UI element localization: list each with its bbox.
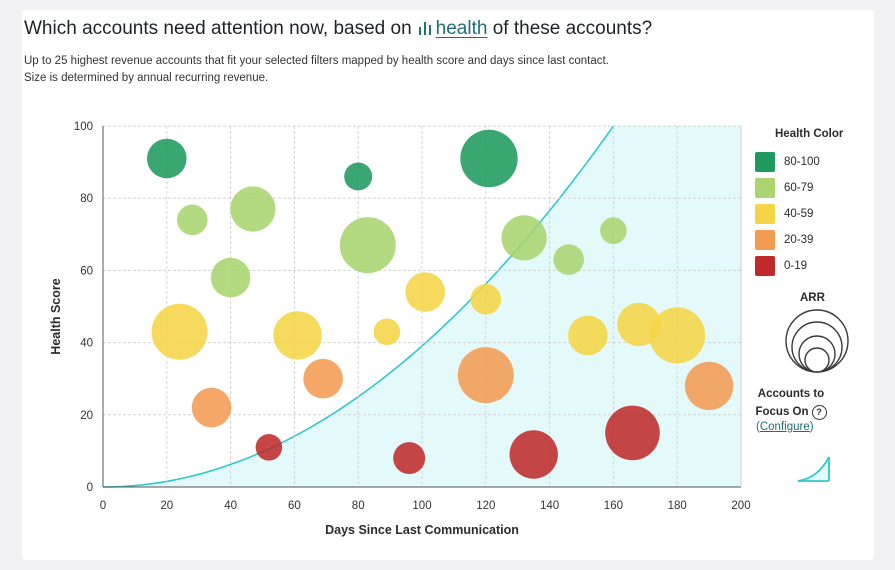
x-axis-title: Days Since Last Communication <box>325 523 519 537</box>
x-tick-label: 180 <box>668 500 687 512</box>
bubble-point <box>684 361 734 411</box>
bubble-point <box>457 347 514 404</box>
title-prefix: Which accounts need attention now, based… <box>24 18 412 39</box>
bubble-point <box>147 138 187 179</box>
legend-label: 20-39 <box>784 234 814 246</box>
legend-item: 20-39 <box>755 230 813 250</box>
y-tick-label: 80 <box>80 193 93 205</box>
bubble-point <box>339 217 396 274</box>
focus-title-line-1: Accounts to <box>757 388 825 400</box>
legend-swatch <box>755 204 775 224</box>
legend-item: 80-100 <box>755 152 820 172</box>
bubble-point <box>605 405 660 461</box>
bubble-point <box>151 303 208 360</box>
configure-control: (Configure) <box>756 421 814 433</box>
bubble-point <box>303 358 343 399</box>
legend-color-title: Health Color <box>775 128 844 140</box>
bubble-point <box>191 387 232 428</box>
y-tick-label: 100 <box>74 121 93 133</box>
y-tick-label: 20 <box>80 410 93 422</box>
x-tick-label: 20 <box>160 500 173 512</box>
bar-chart-icon <box>418 20 432 42</box>
bubble-point <box>255 434 283 461</box>
bubble-point <box>600 217 627 244</box>
x-tick-label: 0 <box>100 500 106 512</box>
health-metric-link[interactable]: health <box>435 18 488 39</box>
help-icon[interactable]: ? <box>811 404 827 420</box>
focus-title: Accounts to Focus On? <box>748 385 834 421</box>
bubble-point <box>568 315 608 356</box>
legend-label: 80-100 <box>784 156 820 168</box>
x-tick-label: 160 <box>604 500 623 512</box>
x-tick-label: 140 <box>540 500 559 512</box>
subtitle-line-2: Size is determined by annual recurring r… <box>24 72 269 84</box>
legend-item: 0-19 <box>755 256 807 276</box>
arr-size-circle <box>804 347 830 373</box>
bubble-point <box>405 272 446 312</box>
bubble-point <box>230 186 276 232</box>
chart-subtitle: Up to 25 highest revenue accounts that f… <box>24 53 784 87</box>
bubble-point <box>553 244 584 275</box>
bubble-point <box>460 129 518 188</box>
configure-link[interactable]: Configure <box>759 421 810 433</box>
legend-swatch <box>755 178 775 198</box>
focus-title-text: Focus On <box>755 406 809 418</box>
title-suffix: of these accounts? <box>492 18 653 39</box>
x-tick-label: 80 <box>352 500 365 512</box>
legend-item: 40-59 <box>755 204 813 224</box>
legend-item: 60-79 <box>755 178 813 198</box>
y-tick-label: 40 <box>80 338 93 350</box>
x-tick-label: 60 <box>288 500 301 512</box>
bubble-point <box>470 284 502 315</box>
configure-close: ) <box>809 421 814 433</box>
x-tick-label: 200 <box>731 500 750 512</box>
configure-open: ( <box>756 421 760 433</box>
bubble-point <box>509 430 558 479</box>
bubble-point <box>273 311 322 360</box>
focus-title-line-2: Focus On? <box>748 403 834 421</box>
bubble-point <box>393 442 426 475</box>
bubble-point <box>373 318 401 346</box>
bubble-point <box>344 162 373 191</box>
legend-label: 60-79 <box>784 182 814 194</box>
legend-label: 0-19 <box>784 260 808 272</box>
y-axis-title: Health Score <box>49 278 63 354</box>
legend-label: 40-59 <box>784 208 814 220</box>
chart-title: Which accounts need attention now, based… <box>24 18 652 42</box>
legend-swatch <box>755 230 775 250</box>
focus-region <box>103 126 741 487</box>
x-tick-label: 120 <box>476 500 495 512</box>
x-tick-label: 40 <box>224 500 237 512</box>
legend-swatch <box>755 152 775 172</box>
y-tick-label: 60 <box>80 265 93 277</box>
bubble-point <box>501 215 547 261</box>
legend-swatch <box>755 256 775 276</box>
subtitle-line-1: Up to 25 highest revenue accounts that f… <box>24 55 609 67</box>
bubble-point <box>210 257 251 298</box>
y-tick-label: 0 <box>87 482 93 494</box>
legend-size-title: ARR <box>800 292 825 304</box>
x-tick-label: 100 <box>412 500 431 512</box>
focus-area-icon <box>798 457 829 481</box>
bubble-point <box>177 204 208 236</box>
bubble-point <box>649 307 706 364</box>
